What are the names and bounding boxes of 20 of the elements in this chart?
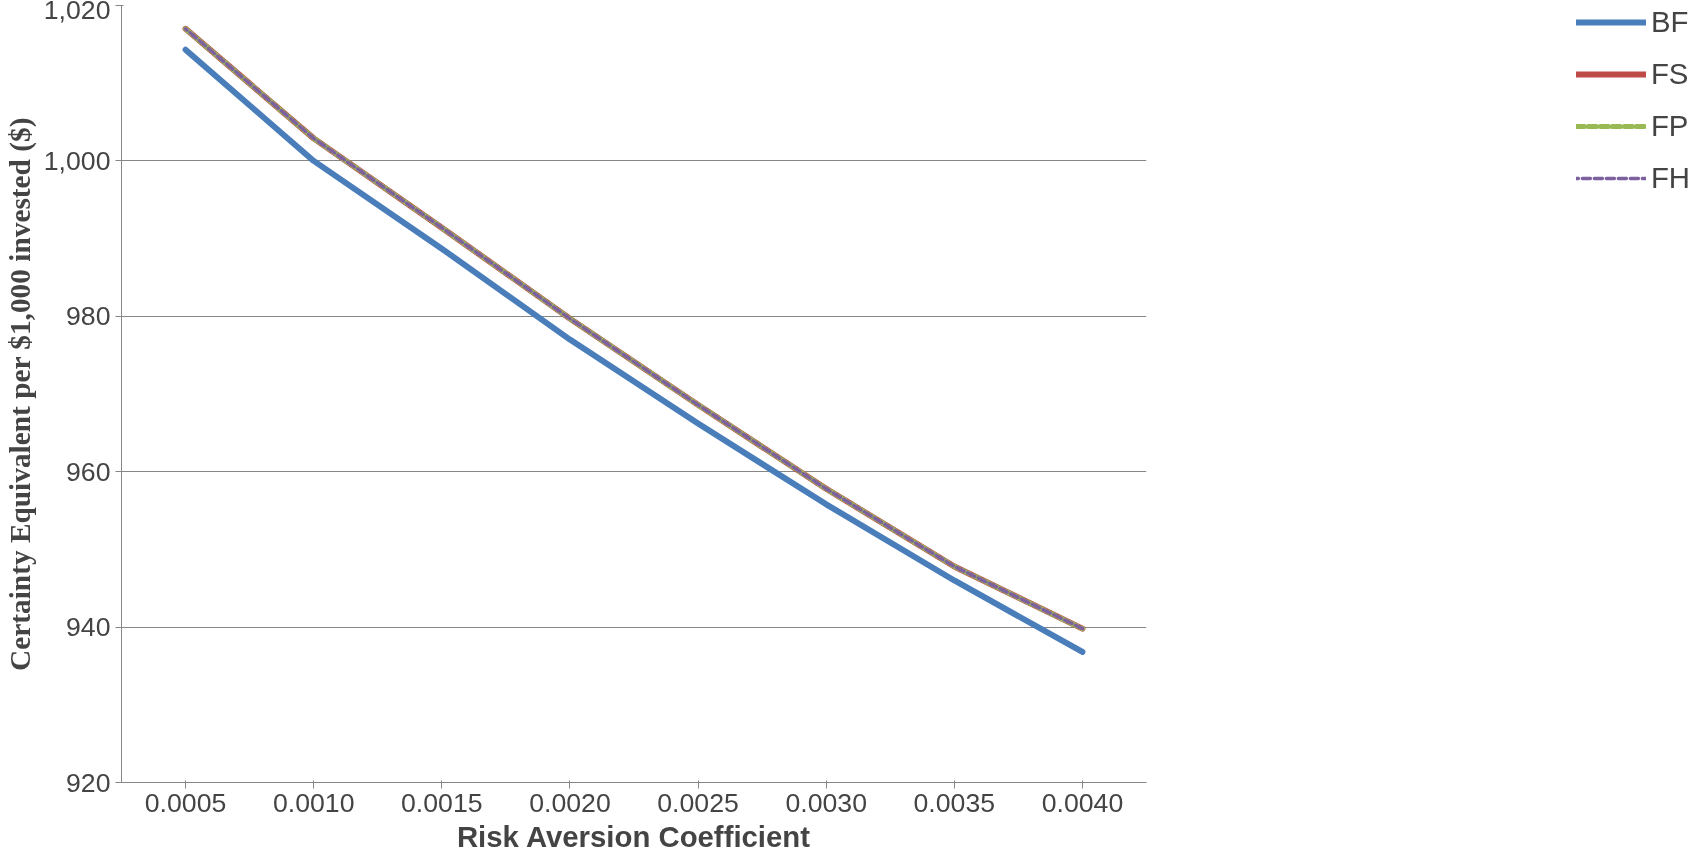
legend-label: FP [1650, 109, 1689, 143]
legend-label: BF [1650, 5, 1689, 39]
x-tick-label: 0.0025 [657, 787, 739, 818]
x-tick-label: 0.0040 [1041, 787, 1124, 818]
x-tick-label: 0.0015 [401, 787, 483, 818]
x-tick-label: 0.0030 [785, 787, 867, 818]
x-axis-title: Risk Aversion Coefficient [456, 819, 811, 853]
legend-label: FS [1650, 57, 1689, 91]
y-tick-label: 980 [66, 301, 111, 332]
y-tick-label: 1,000 [43, 145, 111, 176]
y-axis-title: Certainty Equivalent per $1,000 invested ($) [3, 117, 37, 671]
x-tick-label: 0.0035 [913, 787, 996, 818]
y-tick-label: 960 [66, 456, 111, 487]
x-tick-label: 0.0010 [272, 787, 355, 818]
y-tick-label: 940 [66, 612, 111, 643]
x-tick-label: 0.0020 [529, 787, 611, 818]
legend-label: FH [1650, 161, 1690, 195]
y-tick-label: 1,020 [43, 0, 111, 25]
x-tick-label: 0.0005 [144, 787, 227, 818]
y-tick-label: 920 [66, 767, 111, 798]
